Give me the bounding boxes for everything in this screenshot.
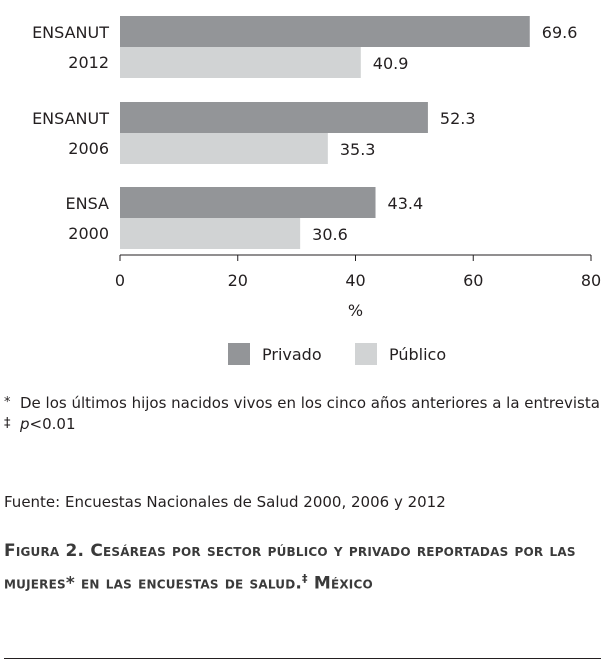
x-tick-label-40: 40 bbox=[345, 271, 365, 290]
figure-title-mark: ‡ bbox=[302, 572, 308, 585]
value-label-publico-2: 35.3 bbox=[340, 140, 376, 159]
category-label-1-line-2: 2012 bbox=[68, 53, 109, 72]
x-axis-label: % bbox=[348, 301, 363, 320]
value-label-privado-1: 69.6 bbox=[542, 23, 578, 42]
footnotes: * De los últimos hijos nacidos vivos en … bbox=[4, 393, 601, 435]
category-labels: ENSANUT 2012 ENSANUT 2006 ENSA 2000 bbox=[32, 23, 109, 243]
value-label-publico-1: 40.9 bbox=[373, 54, 409, 73]
legend-swatch-privado bbox=[228, 343, 250, 365]
category-label-2-line-2: 2006 bbox=[68, 139, 109, 158]
value-label-privado-3: 43.4 bbox=[388, 194, 424, 213]
footnote-1: * De los últimos hijos nacidos vivos en … bbox=[4, 393, 601, 414]
footnote-1-text: De los últimos hijos nacidos vivos en lo… bbox=[20, 394, 600, 412]
value-labels: 69.6 40.9 52.3 35.3 43.4 30.6 bbox=[312, 23, 577, 244]
legend-swatch-publico bbox=[355, 343, 377, 365]
legend-label-publico: Público bbox=[389, 345, 446, 364]
category-label-3-line-2: 2000 bbox=[68, 224, 109, 243]
bar-publico-3 bbox=[120, 218, 301, 249]
figure-title-tail: México bbox=[313, 573, 373, 594]
bar-privado-2 bbox=[120, 102, 428, 133]
x-tick-label-20: 20 bbox=[228, 271, 248, 290]
bars bbox=[120, 16, 530, 249]
bar-privado-1 bbox=[120, 16, 530, 47]
value-label-publico-3: 30.6 bbox=[312, 225, 348, 244]
footnote-2-text: <0.01 bbox=[29, 415, 76, 433]
figure-caption: Figura 2. Cesáreas por sector público y … bbox=[4, 537, 601, 598]
category-label-1-line-1: ENSANUT bbox=[32, 23, 109, 42]
x-axis-ticks: 0 20 40 60 80 bbox=[115, 255, 601, 290]
bar-privado-3 bbox=[120, 187, 376, 218]
x-tick-label-0: 0 bbox=[115, 271, 125, 290]
footnote-2-mark: ‡ bbox=[4, 416, 11, 431]
value-label-privado-2: 52.3 bbox=[440, 109, 476, 128]
bottom-rule bbox=[4, 658, 601, 659]
bar-publico-1 bbox=[120, 47, 361, 78]
legend-label-privado: Privado bbox=[262, 345, 322, 364]
category-label-2-line-1: ENSANUT bbox=[32, 109, 109, 128]
x-tick-label-80: 80 bbox=[581, 271, 601, 290]
bar-publico-2 bbox=[120, 133, 328, 164]
figure-label: Figura 2. bbox=[4, 541, 85, 561]
category-label-3-line-1: ENSA bbox=[66, 194, 110, 213]
x-tick-label-60: 60 bbox=[463, 271, 483, 290]
footnote-2-p: p bbox=[20, 415, 30, 433]
source-note: Fuente: Encuestas Nacionales de Salud 20… bbox=[4, 493, 446, 511]
figure-title: Cesáreas por sector público y privado re… bbox=[4, 541, 576, 594]
footnote-2: ‡ p<0.01 bbox=[4, 414, 601, 435]
footnote-1-mark: * bbox=[4, 395, 11, 410]
bar-chart: ENSANUT 2012 ENSANUT 2006 ENSA 2000 69.6 40.9 5… bbox=[32, 16, 601, 365]
legend: Privado Público bbox=[228, 343, 446, 365]
